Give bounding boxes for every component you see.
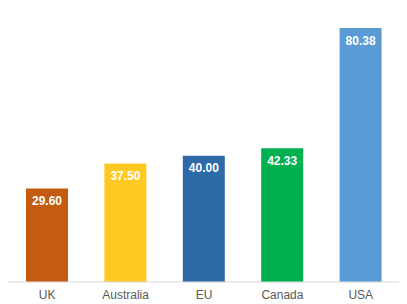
svg-text:UK: UK bbox=[39, 288, 56, 302]
svg-text:40.00: 40.00 bbox=[189, 161, 219, 175]
svg-text:37.50: 37.50 bbox=[110, 169, 140, 183]
svg-text:80.38: 80.38 bbox=[346, 34, 376, 48]
svg-text:Australia: Australia bbox=[102, 288, 149, 302]
svg-text:USA: USA bbox=[348, 288, 373, 302]
svg-text:Canada: Canada bbox=[261, 288, 303, 302]
svg-text:29.60: 29.60 bbox=[32, 194, 62, 208]
svg-text:42.33: 42.33 bbox=[267, 154, 297, 168]
svg-text:EU: EU bbox=[196, 288, 213, 302]
